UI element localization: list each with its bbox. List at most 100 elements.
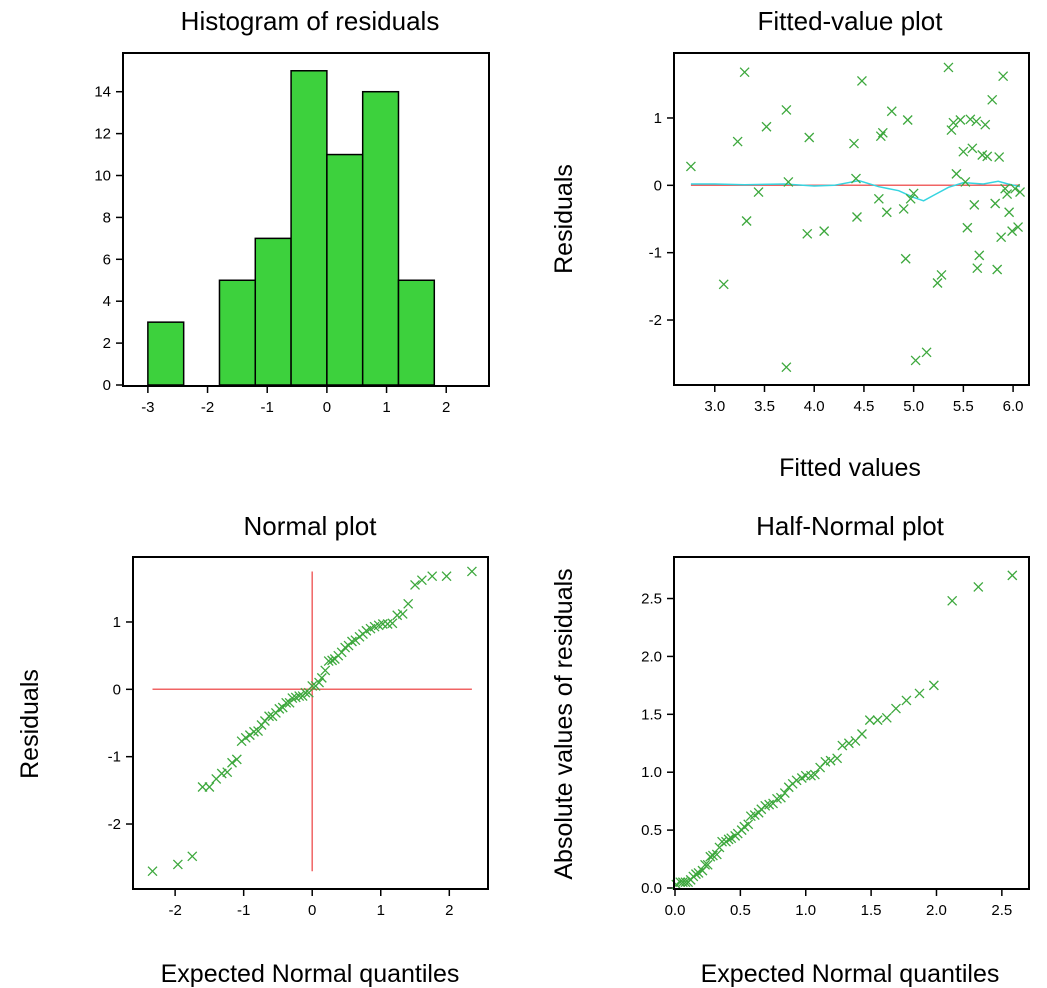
fitted-point [1013, 222, 1024, 233]
histogram-x-tick-label: -3 [141, 399, 154, 416]
fitted-point [962, 222, 973, 233]
normal-x-tick-label: -1 [237, 902, 250, 919]
half-normal-point [711, 849, 722, 860]
fitted-point [873, 193, 884, 204]
fitted-point [902, 115, 913, 125]
fitted-point [781, 104, 792, 115]
fitted-y-tick-label: 0 [654, 177, 662, 194]
histogram-title: Histogram of residuals [181, 6, 440, 36]
fitted-point [996, 232, 1007, 243]
histogram-bar [290, 70, 328, 386]
fitted-point [849, 138, 859, 149]
fitted-x-tick-label: 5.5 [953, 398, 974, 415]
fitted-points [685, 62, 1026, 373]
fitted-frame [673, 52, 1030, 386]
fitted-point [987, 94, 998, 105]
histogram-x-tick-label: 1 [382, 399, 390, 416]
half-normal-point [947, 595, 958, 606]
fitted-point [971, 116, 982, 127]
half-normal-y-tick-label: 1.5 [641, 706, 662, 723]
half-normal-point [872, 715, 883, 726]
normal-point [410, 579, 420, 590]
fitted-point [955, 115, 966, 125]
half-normal-point [702, 859, 713, 870]
half-normal-point [680, 877, 691, 888]
fitted-point [1002, 189, 1013, 200]
fitted-point [898, 203, 909, 214]
histogram-bar [254, 237, 292, 386]
panel-normal: Normal plot Expected Normal quantiles Re… [16, 511, 489, 988]
half-normal-point [705, 851, 716, 862]
histogram-y-tick-label: 0 [103, 377, 111, 394]
normal-x-tick-label: -2 [168, 902, 181, 919]
normal-point [347, 636, 357, 647]
normal-point [441, 571, 452, 582]
normal-point [307, 680, 318, 691]
half-normal-y-tick-label: 2.0 [641, 648, 662, 665]
fitted-x-tick-label: 4.5 [853, 398, 874, 415]
fitted-y-tick-label: 1 [654, 110, 662, 127]
fitted-point [685, 161, 696, 172]
half-normal-y-label: Absolute values of residuals [550, 568, 578, 879]
fitted-point [783, 176, 794, 187]
panel-fitted-value: Fitted-value plot Fitted values Residual… [550, 6, 1030, 482]
histogram-y-tick-label: 6 [103, 251, 111, 268]
fitted-point [881, 207, 892, 218]
fitted-x-tick-label: 5.0 [903, 398, 924, 415]
half-normal-point [825, 755, 836, 766]
half-normal-point [1007, 570, 1018, 581]
normal-y-tick-label: -1 [108, 749, 121, 766]
half-normal-y-tick-label: 1.0 [641, 764, 662, 781]
normal-y-ticks: -2 -1 0 1 [108, 614, 133, 833]
normal-point [277, 702, 288, 713]
fitted-point [856, 75, 867, 86]
half-normal-point [723, 834, 734, 845]
histogram-y-tick-label: 12 [94, 126, 111, 143]
fitted-point [819, 226, 830, 237]
fitted-y-label: Residuals [550, 164, 578, 274]
normal-title: Normal plot [244, 511, 378, 541]
half-normal-point [806, 770, 816, 781]
fitted-point [960, 176, 971, 187]
half-normal-point [890, 703, 901, 714]
fitted-point [851, 173, 861, 184]
fitted-point [1010, 183, 1021, 194]
half-normal-y-tick-label: 0.0 [641, 880, 662, 897]
fitted-x-tick-label: 4.0 [804, 398, 825, 415]
fitted-lines [690, 179, 1021, 202]
normal-point [264, 711, 274, 722]
histogram-frame [122, 52, 490, 387]
half-normal-point [928, 680, 939, 691]
normal-lines [152, 571, 472, 872]
normal-y-tick-label: -2 [108, 816, 121, 833]
normal-point [397, 608, 408, 619]
fitted-point [974, 250, 985, 261]
half-normal-point [914, 688, 925, 699]
half-normal-point [717, 836, 728, 847]
fitted-point [781, 362, 792, 373]
normal-frame [132, 556, 489, 890]
fitted-point [951, 168, 962, 179]
fitted-point [969, 199, 980, 210]
half-normal-point [700, 859, 711, 870]
half-normal-point [901, 695, 912, 706]
fitted-point [965, 114, 976, 125]
half-normal-x-tick-label: 1.5 [861, 902, 882, 919]
fitted-point [936, 269, 947, 280]
fitted-point [1000, 183, 1011, 194]
half-normal-point [864, 715, 875, 726]
normal-point [281, 697, 292, 708]
half-normal-point [856, 729, 867, 739]
half-normal-point [772, 793, 782, 804]
histogram-x-tick-label: -2 [201, 399, 214, 416]
fitted-point [980, 119, 991, 130]
normal-point [387, 618, 398, 629]
fitted-point [802, 228, 813, 239]
histogram-y-tick-label: 8 [103, 209, 111, 226]
fitted-point [921, 347, 932, 358]
half-normal-point [881, 712, 892, 723]
normal-point [377, 619, 388, 629]
normal-point [204, 782, 215, 792]
histogram-x-ticks: -3 -2 -1 0 1 2 [141, 386, 450, 416]
fitted-point [900, 253, 911, 264]
